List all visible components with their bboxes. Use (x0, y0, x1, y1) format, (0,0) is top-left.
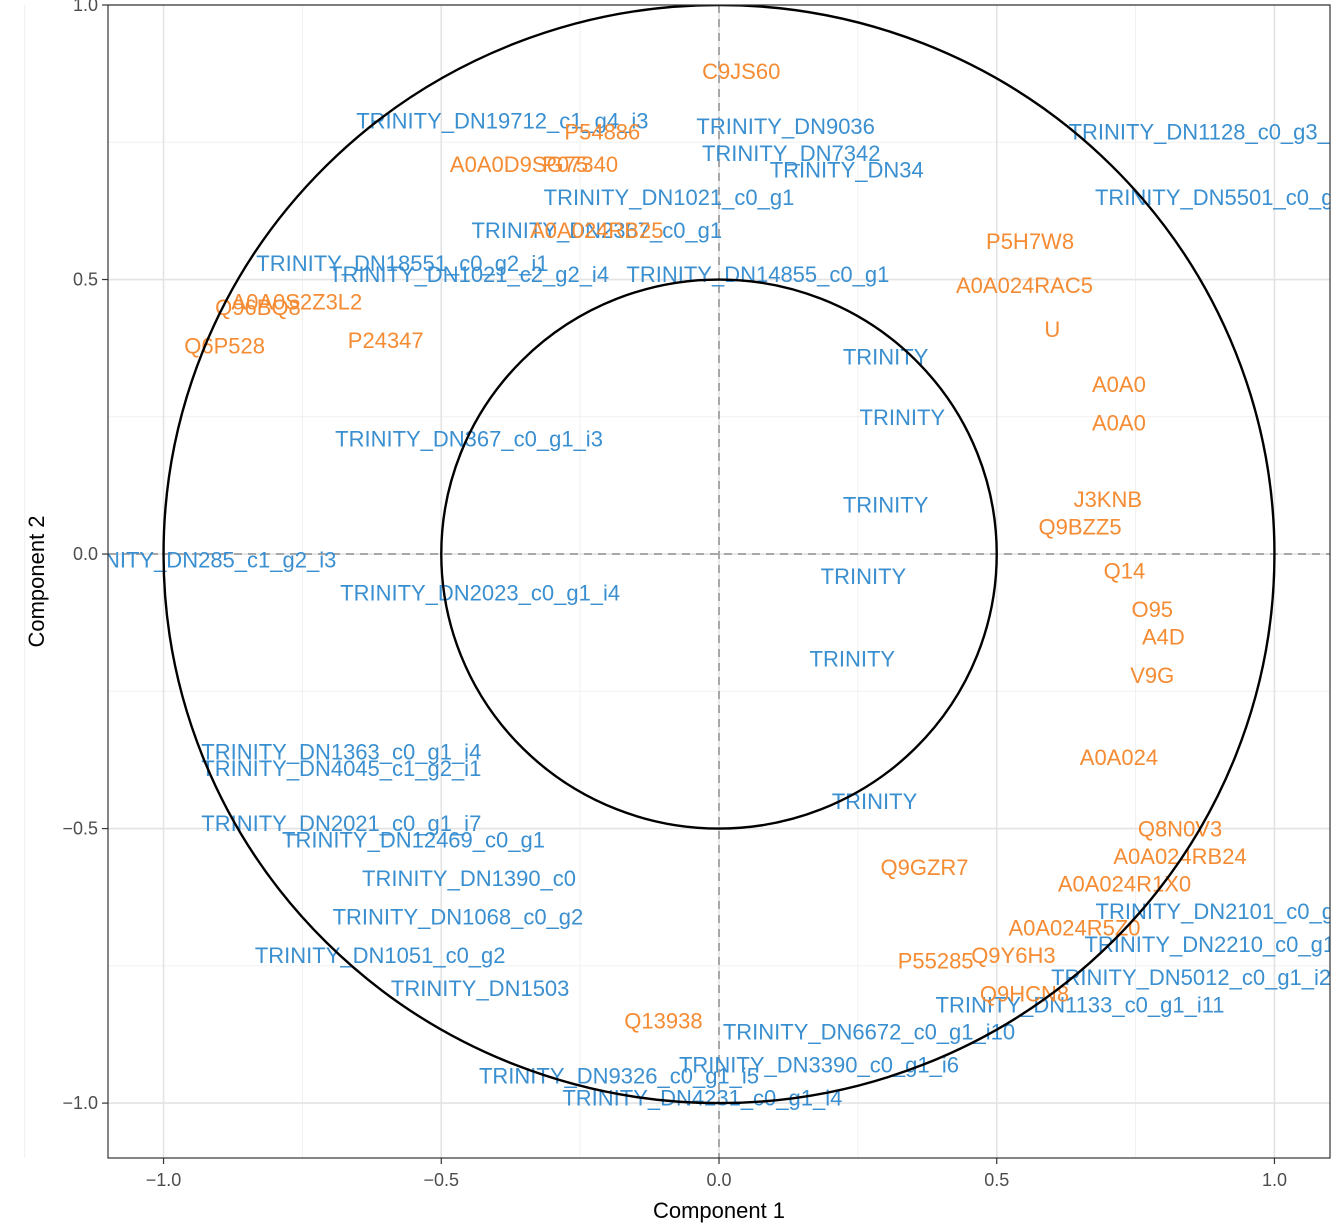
variable-label: A0A024 (1080, 745, 1158, 770)
y-tick-label: 0.0 (73, 544, 98, 564)
variable-label: A0A0D9SG75 (450, 152, 588, 177)
variable-label: Q9BZZ5 (1038, 515, 1121, 540)
variable-label: TRINITY_DN34 (770, 158, 924, 183)
variable-label: TRINITY_DN3390_c0_g1_i6 (679, 1053, 959, 1078)
y-tick-label: 0.5 (73, 270, 98, 290)
x-axis-title: Component 1 (653, 1198, 785, 1223)
y-axis-ticks: −1.0 −0.5 0.0 0.5 1.0 (62, 0, 108, 1113)
variable-label: TRINITY_DN2021_c0_g1_i7 (201, 811, 481, 836)
variable-label: TRINITY_DN1503 (391, 976, 570, 1001)
variable-label: TRINITY_DN5012_c0_g1_i2 (1051, 965, 1331, 990)
variable-label: TRINITY_DN6672_c0_g1_i10 (723, 1020, 1015, 1045)
variable-label: A0A024RB24 (1113, 844, 1246, 869)
x-tick-label: 1.0 (1262, 1170, 1287, 1190)
variable-label: TRINITY_DN1021_c2_g2_i4 (329, 262, 609, 287)
variable-label: Q6P528 (184, 333, 265, 358)
variable-label: TRINITY_DN5501_c0_g1_i23 (1095, 185, 1334, 210)
variable-label: TRINITY (821, 564, 907, 589)
correlation-circles (162, 5, 1276, 1105)
variable-label: C9JS60 (702, 59, 780, 84)
circle-radius (162, 5, 1276, 1105)
variable-label: J3KNB (1074, 487, 1142, 512)
variable-label: TRINITY_DN2367_c0_g1 (471, 218, 722, 243)
variable-label: TRINITY (843, 344, 929, 369)
variable-label: TRINITY_DN1363_c0_g1_i4 (201, 740, 481, 765)
variable-label: Q9GZR7 (881, 855, 969, 880)
variable-label: TRINITY (810, 646, 896, 671)
variable-label: TRINITY_DN7342 (702, 141, 881, 166)
variable-label: Q96BQ8 (215, 295, 301, 320)
variable-label: Q8N0V3 (1138, 817, 1222, 842)
variable-label: Q13938 (624, 1009, 702, 1034)
variable-label: P07340 (542, 152, 618, 177)
variable-label: U (1044, 317, 1060, 342)
variable-label: TRINITY_DN2210_c0_g1_i8 (1084, 932, 1334, 957)
variable-label: A0A0 (1092, 372, 1146, 397)
variable-label: A0A024R5Z0 (1008, 915, 1140, 940)
circle-radius (440, 278, 998, 830)
variable-label: Q9HCN8 (980, 981, 1069, 1006)
variable-label: A0A024R1X0 (1058, 871, 1191, 896)
variable-label: A4D (1142, 624, 1185, 649)
y-tick-label: −1.0 (62, 1093, 98, 1113)
x-axis-ticks: −1.0 −0.5 0.0 0.5 1.0 (146, 1158, 1287, 1190)
y-tick-label: −0.5 (62, 819, 98, 839)
variable-label: TRINITY (832, 789, 918, 814)
variable-label: A0A0 (1092, 410, 1146, 435)
variable-label: TRINITY_DN285_c1_g2_i3 (69, 548, 337, 573)
variable-label: P5H7W8 (986, 229, 1074, 254)
variable-label: TRINITY_DN1128_c0_g3_i1 (1069, 119, 1334, 144)
variable-label: P24347 (348, 328, 424, 353)
y-tick-label: 1.0 (73, 0, 98, 15)
variable-label: TRINITY_DN19712_c1_g4_i3 (356, 108, 648, 133)
variable-label: Q14 (1104, 559, 1146, 584)
variable-label: P55285 (898, 948, 974, 973)
x-tick-label: −1.0 (146, 1170, 182, 1190)
variable-label: TRINITY (860, 405, 946, 430)
variable-labels: TRINITY_DN285_c1_g2_i3 TRINITY_DN367_c0_g… (69, 59, 1334, 1111)
y-axis-title: Component 2 (24, 515, 49, 647)
variable-label: TRINITY_DN1068_c0_g2 (333, 904, 584, 929)
variable-label: TRINITY_DN18551_c0_g2_i1 (256, 251, 548, 276)
variable-label: P54886 (564, 119, 640, 144)
variable-label: A0A024RB25 (530, 218, 663, 243)
variable-label: O95 (1131, 597, 1173, 622)
variable-label: V9G (1130, 663, 1174, 688)
x-tick-label: 0.5 (984, 1170, 1009, 1190)
variable-label: TRINITY_DN1021_c0_g1 (544, 185, 795, 210)
variable-label: TRINITY_DN1051_c0_g2 (255, 943, 506, 968)
variable-label: TRINITY_DN1390_c0 (362, 866, 576, 891)
variable-label: TRINITY_DN1133_c0_g1_i11 (936, 992, 1225, 1017)
variable-label: TRINITY_DN4045_c1_g2_i1 (201, 756, 481, 781)
variable-label: TRINITY_DN2023_c0_g1_i4 (340, 580, 620, 605)
variable-label: TRINITY_DN367_c0_g1_i3 (335, 427, 603, 452)
variable-label: Q9Y6H3 (971, 943, 1055, 968)
x-tick-label: 0.0 (706, 1170, 731, 1190)
variable-label: A0A0S2Z3L2 (231, 289, 362, 314)
x-tick-label: −0.5 (423, 1170, 459, 1190)
reference-lines (108, 5, 1330, 1158)
variable-label: TRINITY_DN12469_c0_g1 (282, 828, 545, 853)
variable-label: TRINITY (843, 493, 929, 518)
variable-label: TRINITY_DN9036 (696, 114, 875, 139)
variable-label: A0A024RAC5 (956, 273, 1093, 298)
